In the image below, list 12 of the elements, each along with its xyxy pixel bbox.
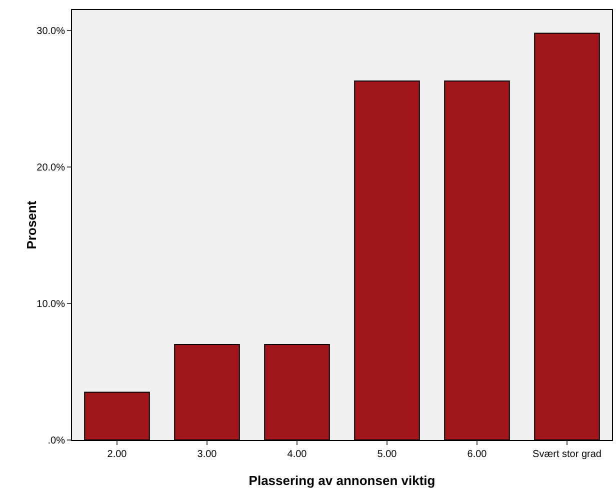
x-tick-label: 2.00 xyxy=(107,449,128,460)
x-tick-label: 5.00 xyxy=(377,449,398,460)
x-tick-label: Svært stor grad xyxy=(532,449,602,460)
y-tick-label: 20.0% xyxy=(36,162,66,174)
x-axis-title: Plassering av annonsen viktig xyxy=(248,473,436,488)
y-tick-label: 30.0% xyxy=(36,26,66,37)
x-tick-label: 3.00 xyxy=(197,449,218,460)
x-tick-label: 6.00 xyxy=(467,449,488,460)
x-tick-label: 4.00 xyxy=(287,449,308,460)
y-tick-label: .0% xyxy=(48,436,66,446)
y-tick-label: 10.0% xyxy=(36,298,66,310)
y-axis-title: Prosent xyxy=(24,200,39,250)
